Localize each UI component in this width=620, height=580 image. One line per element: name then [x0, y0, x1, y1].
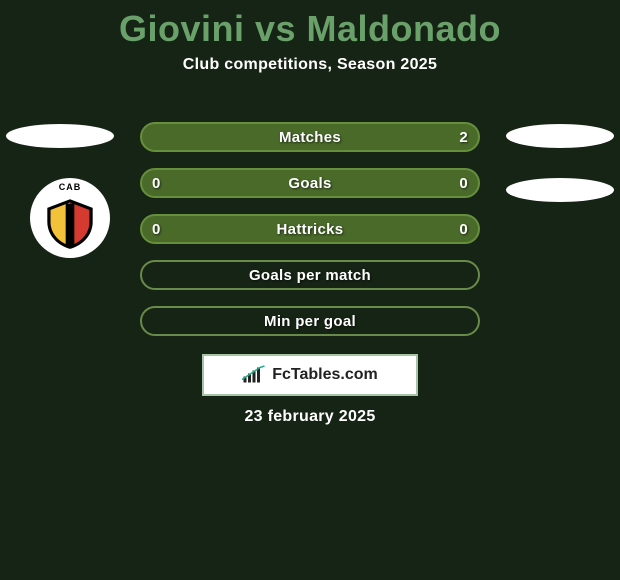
stat-label: Matches	[279, 129, 341, 146]
stat-label: Min per goal	[264, 313, 356, 330]
stat-row: 0 Hattricks 0	[140, 214, 480, 244]
player-right-pad-2	[506, 178, 614, 202]
page-title: Giovini vs Maldonado	[0, 0, 620, 50]
date-label: 23 february 2025	[0, 408, 620, 426]
stat-label: Goals per match	[249, 267, 371, 284]
stat-label: Goals	[288, 175, 331, 192]
stat-value-right: 0	[459, 221, 468, 238]
stat-label: Hattricks	[277, 221, 344, 238]
stats-list: Matches 2 0 Goals 0 0 Hattricks 0 Goals …	[140, 122, 480, 352]
bars-icon	[242, 365, 266, 385]
club-crest: CAB	[30, 178, 110, 258]
crest-letters: CAB	[59, 182, 82, 192]
player-right-pad-1	[506, 124, 614, 148]
stat-value-right: 0	[459, 175, 468, 192]
stat-row: Matches 2	[140, 122, 480, 152]
player-left-pad	[6, 124, 114, 148]
stat-row: 0 Goals 0	[140, 168, 480, 198]
source-logo: FcTables.com	[202, 354, 418, 396]
subtitle: Club competitions, Season 2025	[0, 56, 620, 74]
stat-value-left: 0	[152, 221, 161, 238]
stat-value-left: 0	[152, 175, 161, 192]
stat-row: Goals per match	[140, 260, 480, 290]
stat-value-right: 2	[459, 129, 468, 146]
logo-text: FcTables.com	[272, 366, 378, 384]
stat-row: Min per goal	[140, 306, 480, 336]
shield-icon	[43, 196, 97, 250]
